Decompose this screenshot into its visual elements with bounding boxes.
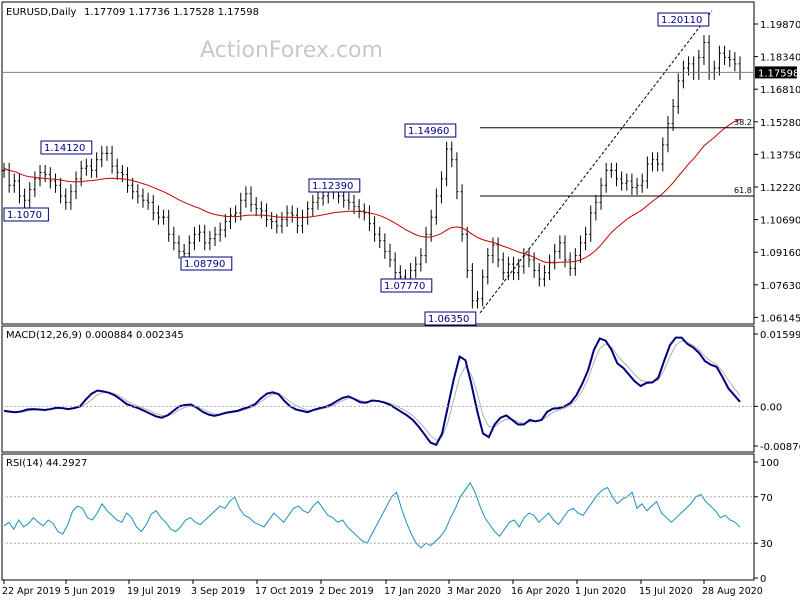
x-tick-label: 1 Jun 2020 — [575, 586, 626, 597]
level-label-box — [3, 207, 49, 222]
price-panel-frame — [1, 1, 755, 325]
x-tick-label: 17 Jan 2020 — [384, 586, 441, 597]
level-label-box — [308, 178, 361, 193]
level-label: 1.08790 — [184, 259, 225, 270]
macd-line — [3, 336, 741, 447]
macd-title: MACD(12,26,9) 0.000884 0.002345 — [6, 330, 184, 341]
x-tick-label: 19 Jul 2019 — [127, 586, 181, 597]
price-tick-label: 1.19870 — [760, 20, 800, 31]
price-tick-label: 1.18340 — [760, 53, 800, 64]
x-tick-label: 17 Oct 2019 — [255, 586, 314, 597]
rsi-line — [3, 481, 741, 549]
price-tick-label: 1.10690 — [760, 216, 800, 227]
rsi-tick-label: 0 — [760, 574, 766, 585]
current-price-badge — [755, 66, 797, 79]
level-label: 1.20110 — [661, 15, 702, 26]
x-tick-label: 15 Jul 2020 — [639, 586, 693, 597]
macd-panel-frame — [1, 325, 755, 453]
price-tick-label: 1.06145 — [760, 313, 800, 324]
rsi-tick-label: 100 — [760, 458, 779, 469]
level-label-box — [40, 140, 93, 155]
level-label: 1.14960 — [408, 126, 449, 137]
x-tick-label: 2 Dec 2019 — [319, 586, 374, 597]
ma-line — [3, 118, 741, 264]
rsi-title: RSI(14) 44.2927 — [6, 458, 87, 469]
fib-level-label: 38.2 — [734, 118, 752, 127]
price-axis: 1.19870 1.18340 1.16810 1.15280 1.13750 1.122… — [754, 20, 800, 324]
level-label-box — [404, 123, 457, 138]
level-label: 1.06350 — [428, 314, 469, 325]
level-label-box — [180, 256, 233, 271]
x-tick-label: 3 Mar 2020 — [447, 586, 501, 597]
level-label-box — [657, 12, 710, 27]
x-tick-label: 28 Aug 2020 — [702, 586, 763, 597]
x-tick-label: 16 Apr 2020 — [511, 586, 570, 597]
price-bars — [2, 35, 742, 309]
macd-panel: MACD(12,26,9) 0.000884 0.002345 0.015991… — [1, 325, 800, 453]
price-tick-label: 1.12220 — [760, 183, 800, 194]
price-tick-label: 1.13750 — [760, 150, 800, 161]
fib-level-label: 61.8 — [734, 186, 752, 195]
watermark: ActionForex.com — [200, 38, 383, 63]
price-tick-label: 1.15280 — [760, 118, 800, 129]
moving-average-line — [3, 118, 741, 264]
level-label-box — [424, 311, 477, 326]
price-panel: ActionForex.com EURUSD,Daily 1.17709 1.1… — [1, 1, 800, 326]
level-label: 1.12390 — [312, 181, 353, 192]
price-tick-label: 1.09160 — [760, 248, 800, 259]
price-annotations: 1.17598 38.2 61.8 1.1070 1.14120 1.08790 1.123… — [2, 10, 799, 326]
rsi-axis: 100 70 30 0 — [2, 458, 779, 585]
rsi-lines — [3, 481, 741, 549]
level-label: 1.1070 — [7, 210, 42, 221]
x-tick-label: 5 Jun 2019 — [64, 586, 115, 597]
x-tick-label: 3 Sep 2019 — [191, 586, 245, 597]
macd-tick-label: 0.015991 — [760, 330, 800, 341]
level-label-box — [380, 278, 433, 293]
trend-line — [479, 10, 713, 314]
ohlc-label: 1.17709 1.17736 1.17528 1.17598 — [84, 7, 259, 18]
symbol-label: EURUSD,Daily — [6, 7, 77, 18]
rsi-tick-label: 30 — [760, 539, 773, 550]
macd-tick-label: 0.00 — [760, 402, 782, 413]
rsi-panel: RSI(14) 44.2927 100 70 30 0 — [1, 453, 779, 585]
price-tick-label: 1.16810 — [760, 85, 800, 96]
x-tick-label: 22 Apr 2019 — [2, 586, 61, 597]
level-label: 1.14120 — [44, 143, 85, 154]
level-label: 1.07770 — [384, 281, 425, 292]
current-price-label: 1.17598 — [758, 68, 799, 79]
rsi-tick-label: 70 — [760, 493, 773, 504]
macd-tick-label: -0.00876 — [760, 442, 800, 453]
x-axis: 22 Apr 2019 5 Jun 2019 19 Jul 2019 3 Sep 20… — [2, 580, 763, 597]
price-tick-label: 1.07630 — [760, 281, 800, 292]
macd-lines — [3, 336, 741, 447]
macd-axis: 0.015991 0.00 -0.00876 — [2, 330, 800, 453]
rsi-panel-frame — [1, 453, 755, 581]
